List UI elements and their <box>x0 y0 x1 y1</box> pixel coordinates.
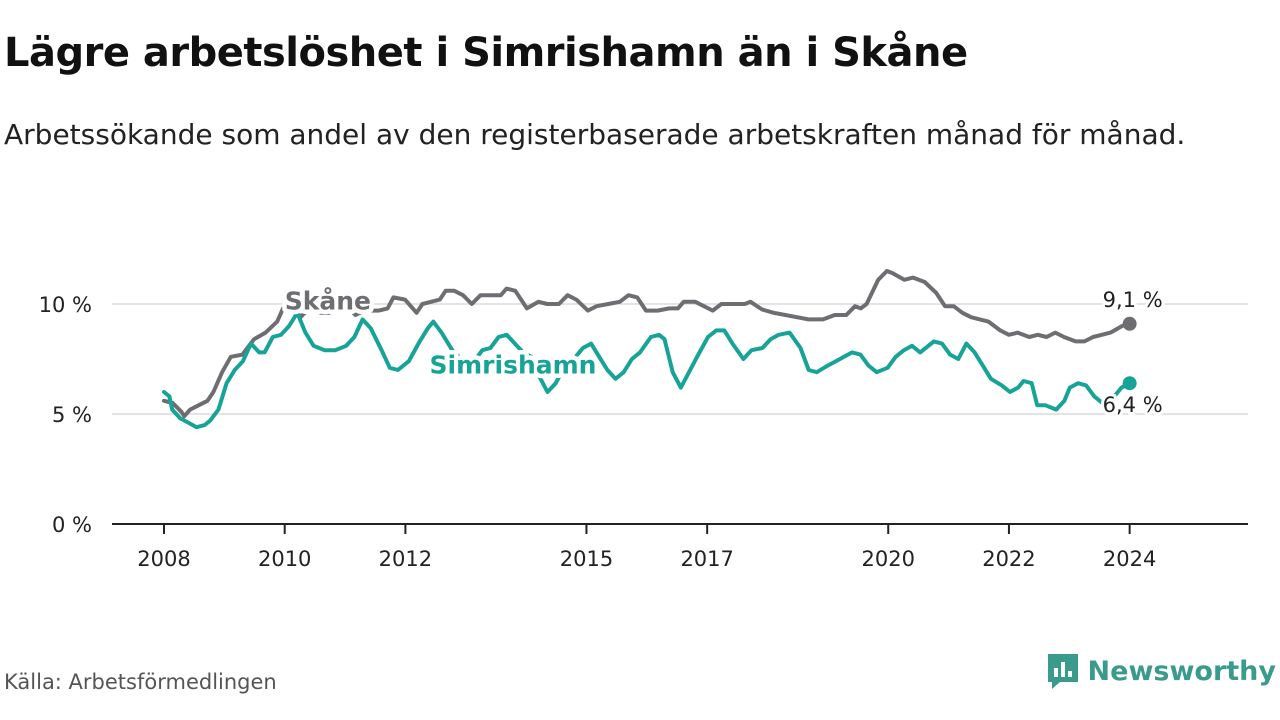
end-point-simrishamn <box>1122 376 1137 391</box>
series-line-simrishamn <box>162 310 1132 430</box>
x-tick-label: 2012 <box>379 547 432 571</box>
x-tick-label: 2010 <box>258 547 311 571</box>
x-tick-label: 2008 <box>137 547 190 571</box>
end-value-label: 9,1 % <box>1103 288 1163 312</box>
newsworthy-logo-icon <box>1047 654 1078 689</box>
x-tick-label: 2022 <box>982 547 1035 571</box>
x-tick-label: 2017 <box>680 547 733 571</box>
y-tick-label: 0 % <box>52 513 92 537</box>
end-value-label: 6,4 % <box>1103 393 1163 417</box>
x-tick-label: 2024 <box>1103 547 1156 571</box>
newsworthy-brand[interactable]: Newsworthy <box>1046 652 1276 690</box>
brand-name: Newsworthy <box>1087 655 1276 687</box>
chart-subtitle: Arbetssökande som andel av den registerb… <box>4 118 1186 151</box>
y-tick-label: 10 % <box>39 293 92 317</box>
series-group <box>162 269 1132 430</box>
series-label-simrishamn: Simrishamn <box>430 350 597 379</box>
y-tick-label: 5 % <box>52 403 92 427</box>
x-tick-label: 2015 <box>560 547 613 571</box>
series-label-sk-ne: Skåne <box>285 287 371 316</box>
chart-title: Lägre arbetslöshet i Simrishamn än i Skå… <box>4 30 968 76</box>
x-tick-label: 2020 <box>862 547 915 571</box>
series-line-sk-ne <box>162 269 1132 419</box>
source-note: Källa: Arbetsförmedlingen <box>4 670 277 694</box>
end-point-sk-ne <box>1122 316 1137 331</box>
